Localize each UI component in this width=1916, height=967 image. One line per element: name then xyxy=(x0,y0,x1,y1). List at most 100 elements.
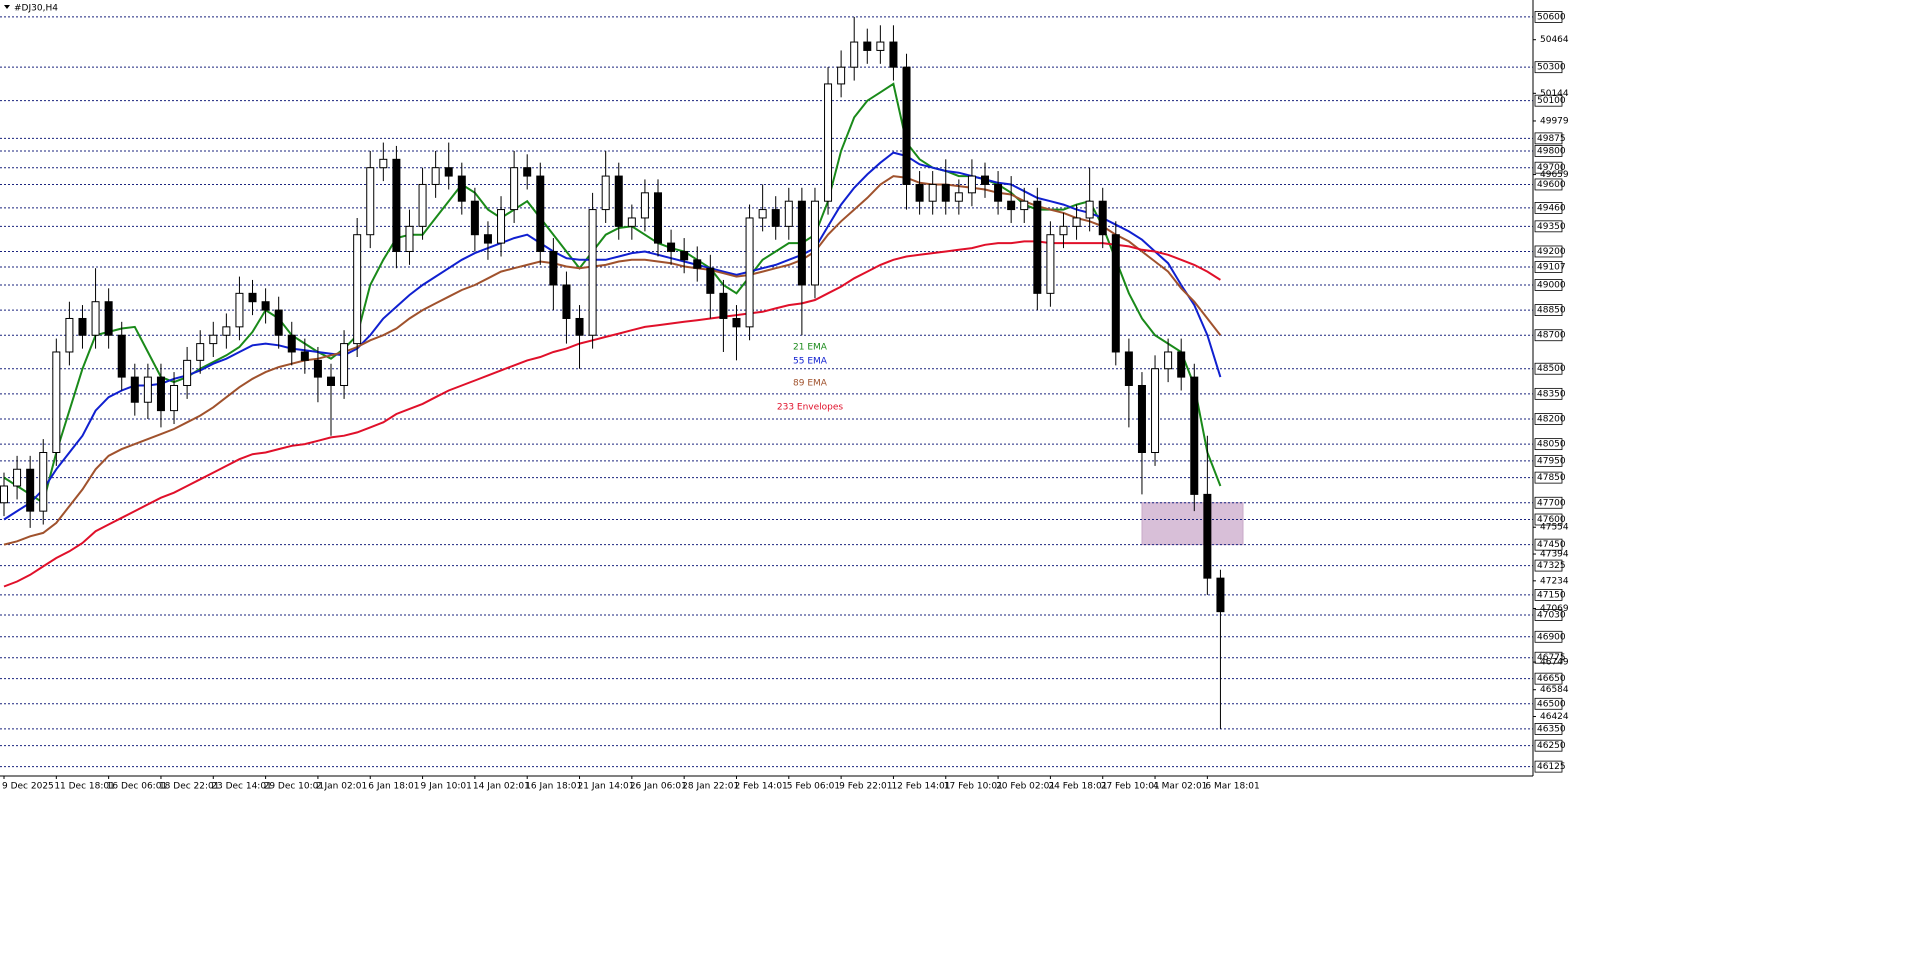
x-tick-label: 12 Feb 14:01 xyxy=(891,782,950,792)
level-label: 48200 xyxy=(1537,414,1566,424)
legend-label: 21 EMA xyxy=(793,343,828,353)
level-label-box xyxy=(1534,723,1563,735)
candle-body xyxy=(183,359,192,386)
x-tick-label: 21 Jan 14:01 xyxy=(578,782,635,792)
level-label-box xyxy=(1534,413,1563,425)
candle-body xyxy=(588,209,597,336)
y-tick-label: 49979 xyxy=(1540,116,1569,126)
level-label-box xyxy=(1534,513,1563,526)
level-label-box xyxy=(1534,279,1563,291)
candle-body xyxy=(405,225,414,252)
level-label: 49460 xyxy=(1537,203,1566,213)
level-label: 47950 xyxy=(1537,456,1566,466)
candle-body xyxy=(300,351,309,361)
candle-body xyxy=(340,343,349,386)
candle-body xyxy=(562,284,571,319)
x-tick-label: 9 Feb 22:01 xyxy=(839,782,892,792)
level-label-box xyxy=(1534,161,1563,174)
candle-body xyxy=(627,217,636,227)
candle-body xyxy=(758,209,767,219)
indicator-line xyxy=(3,175,1222,546)
y-tick-label: 49659 xyxy=(1540,170,1569,180)
level-label-box xyxy=(1534,588,1563,601)
candle-body xyxy=(78,317,87,336)
candle-body xyxy=(470,200,479,236)
x-tick-label: 11 Dec 18:01 xyxy=(54,782,115,792)
candle-body xyxy=(196,343,205,361)
candle-body xyxy=(523,167,532,177)
legend-label: 89 EMA xyxy=(793,379,828,389)
symbol-menu-arrow[interactable] xyxy=(4,5,10,9)
level-label: 48350 xyxy=(1537,389,1566,399)
level-label: 49000 xyxy=(1537,280,1566,290)
candle-body xyxy=(1098,200,1107,236)
candle-body xyxy=(222,326,231,336)
level-label-box xyxy=(1534,362,1563,375)
level-label: 48700 xyxy=(1537,331,1566,341)
candle-body xyxy=(209,334,218,345)
candle-body xyxy=(379,158,388,169)
candle-body xyxy=(771,209,780,227)
y-tick-label: 47069 xyxy=(1540,604,1569,614)
candle-body xyxy=(928,183,937,202)
level-label-box xyxy=(1534,11,1563,23)
candle-body xyxy=(654,192,662,244)
level-label-box xyxy=(1534,538,1563,551)
level-label-box xyxy=(1534,630,1563,643)
candle-body xyxy=(143,376,152,403)
candle-body xyxy=(26,468,35,512)
level-label: 48850 xyxy=(1537,306,1566,316)
candle-body xyxy=(680,250,689,261)
candle-body xyxy=(954,192,963,202)
indicator-line xyxy=(3,151,1222,521)
level-label: 48500 xyxy=(1537,364,1566,374)
level-label: 47150 xyxy=(1537,590,1566,600)
candle-body xyxy=(156,376,165,412)
candle-body xyxy=(1020,200,1029,211)
x-tick-label: 2 Jan 02:01 xyxy=(316,782,367,792)
candle-body xyxy=(1151,368,1160,453)
candle-body xyxy=(1111,234,1120,353)
level-label-box xyxy=(1534,672,1563,685)
level-label-box xyxy=(1534,609,1563,621)
level-label: 47325 xyxy=(1537,561,1566,571)
level-label: 49700 xyxy=(1537,163,1566,173)
level-label: 48050 xyxy=(1537,440,1566,450)
candle-body xyxy=(981,175,989,185)
level-label: 47450 xyxy=(1537,540,1566,550)
candle-body xyxy=(261,301,270,311)
x-tick-label: 2 Feb 14:01 xyxy=(734,782,787,792)
candle-body xyxy=(876,41,885,51)
candle-body xyxy=(39,451,48,512)
candle-body xyxy=(797,200,806,286)
candle-body xyxy=(170,384,179,412)
candle-body xyxy=(248,292,257,303)
level-label-box xyxy=(1534,304,1563,316)
level-label: 49107 xyxy=(1537,263,1566,273)
level-label-box xyxy=(1534,739,1563,752)
y-tick-label: 46749 xyxy=(1540,658,1569,668)
level-label: 46900 xyxy=(1537,632,1566,642)
level-label: 49875 xyxy=(1537,134,1566,144)
candle-body xyxy=(483,234,492,244)
candle-body xyxy=(13,468,22,487)
x-tick-label: 16 Dec 06:01 xyxy=(107,782,168,792)
candle-body xyxy=(104,301,113,336)
x-tick-label: 17 Feb 10:01 xyxy=(944,782,1003,792)
candle-body xyxy=(1046,234,1055,294)
level-label: 49800 xyxy=(1537,146,1566,156)
level-label-box xyxy=(1534,760,1563,773)
candle-body xyxy=(1190,376,1199,495)
candle-body xyxy=(889,41,898,68)
level-label-box xyxy=(1534,387,1563,400)
candle-body xyxy=(52,351,61,453)
x-tick-label: 29 Dec 10:01 xyxy=(264,782,325,792)
candle-body xyxy=(706,267,715,294)
level-label-box xyxy=(1534,61,1563,74)
candle-body xyxy=(667,242,676,252)
candle-body xyxy=(784,200,793,227)
candle-body xyxy=(287,334,296,353)
